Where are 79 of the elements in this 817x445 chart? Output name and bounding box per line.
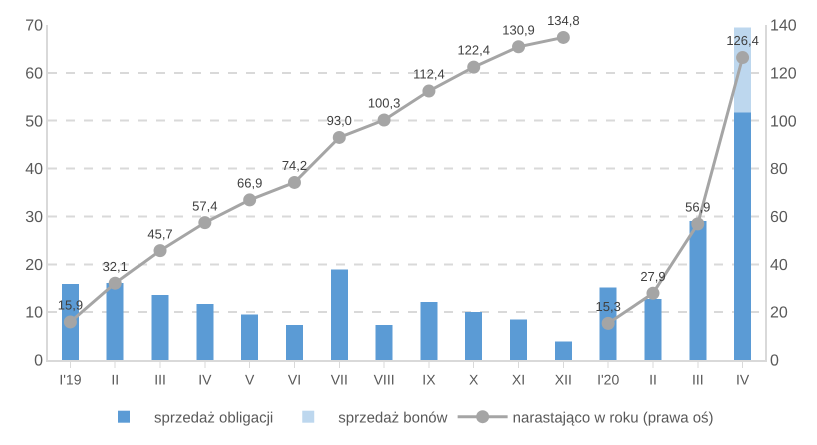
y-tick-label: 0 (34, 352, 44, 370)
bar (241, 314, 258, 360)
point (154, 244, 167, 258)
x-tick-label: II (111, 372, 120, 388)
x-tick-label: XII (554, 372, 572, 388)
point (422, 84, 436, 98)
bar (152, 294, 169, 360)
y-tick-label: 10 (25, 304, 44, 322)
y2-tick-label: 40 (770, 256, 788, 274)
y2-tick-label: 80 (770, 161, 788, 178)
y-tick-label: 70 (25, 18, 44, 35)
y2-tick-label: 20 (770, 304, 788, 322)
data-label: 74,2 (282, 158, 308, 174)
y-tick-label: 20 (25, 256, 44, 274)
bar (734, 112, 752, 360)
x-tick-label: III (154, 372, 166, 388)
x-tick-label: IV (198, 372, 212, 388)
x-tick-label: VII (330, 372, 348, 388)
x-tick-label: X (469, 372, 480, 388)
data-label: 93,0 (326, 113, 352, 128)
point (602, 316, 615, 330)
y-tick-label: 40 (25, 161, 44, 178)
x-tick-label: I'19 (59, 372, 82, 388)
data-label: 45,7 (147, 226, 173, 242)
data-label: 130,9 (502, 22, 535, 38)
x-tick-label: II (649, 372, 657, 388)
bar (644, 299, 662, 360)
y-tick-label: 30 (25, 209, 44, 226)
point (736, 51, 750, 64)
point (378, 114, 391, 126)
point (64, 315, 77, 328)
x-tick-label: IV (736, 372, 750, 388)
point (467, 60, 480, 74)
bar (554, 341, 572, 360)
data-label: 66,9 (237, 176, 262, 191)
x-tick-label: IX (422, 372, 436, 388)
x-tick-label: I'20 (597, 372, 620, 388)
x-tick-label: XI (512, 372, 526, 388)
data-label: 32,1 (102, 258, 128, 274)
point (243, 193, 256, 206)
point (556, 30, 570, 44)
y2-tick-label: 120 (770, 65, 797, 82)
x-tick-label: VIII (374, 372, 395, 388)
bar (330, 270, 348, 360)
data-label: 112,4 (413, 66, 445, 82)
bar (689, 221, 706, 360)
legend-label: sprzedaż bonów (338, 410, 448, 427)
bar (465, 312, 482, 360)
point (288, 176, 301, 189)
legend-label: narastająco w roku (prawa oś) (512, 410, 714, 427)
point (691, 217, 704, 230)
y2-tick-label: 0 (770, 352, 779, 370)
y2-tick-label: 100 (770, 113, 797, 130)
point (512, 40, 526, 54)
legend-label: sprzedaż obligacji (154, 410, 274, 427)
bar (420, 302, 438, 360)
data-label: 57,4 (192, 198, 218, 214)
bar (106, 282, 124, 360)
x-tick-label: V (244, 372, 255, 388)
data-label: 100,3 (368, 96, 400, 111)
data-label: 56,9 (685, 199, 710, 214)
y2-tick-label: 140 (770, 18, 797, 35)
y-tick-label: 60 (25, 65, 44, 82)
bar (510, 319, 528, 360)
data-label: 126,4 (726, 33, 759, 48)
point (108, 276, 122, 290)
point (332, 130, 346, 144)
point (198, 216, 212, 230)
bar (196, 304, 214, 360)
bar (376, 325, 393, 360)
y2-tick-label: 60 (770, 209, 788, 226)
x-tick-label: III (692, 372, 704, 388)
data-label: 27,9 (640, 268, 666, 284)
bar (286, 325, 303, 360)
data-label: 134,8 (547, 13, 580, 28)
data-label: 122,4 (457, 42, 490, 58)
x-tick-label: VI (288, 372, 302, 388)
point (646, 286, 660, 300)
y-tick-label: 50 (25, 113, 44, 130)
